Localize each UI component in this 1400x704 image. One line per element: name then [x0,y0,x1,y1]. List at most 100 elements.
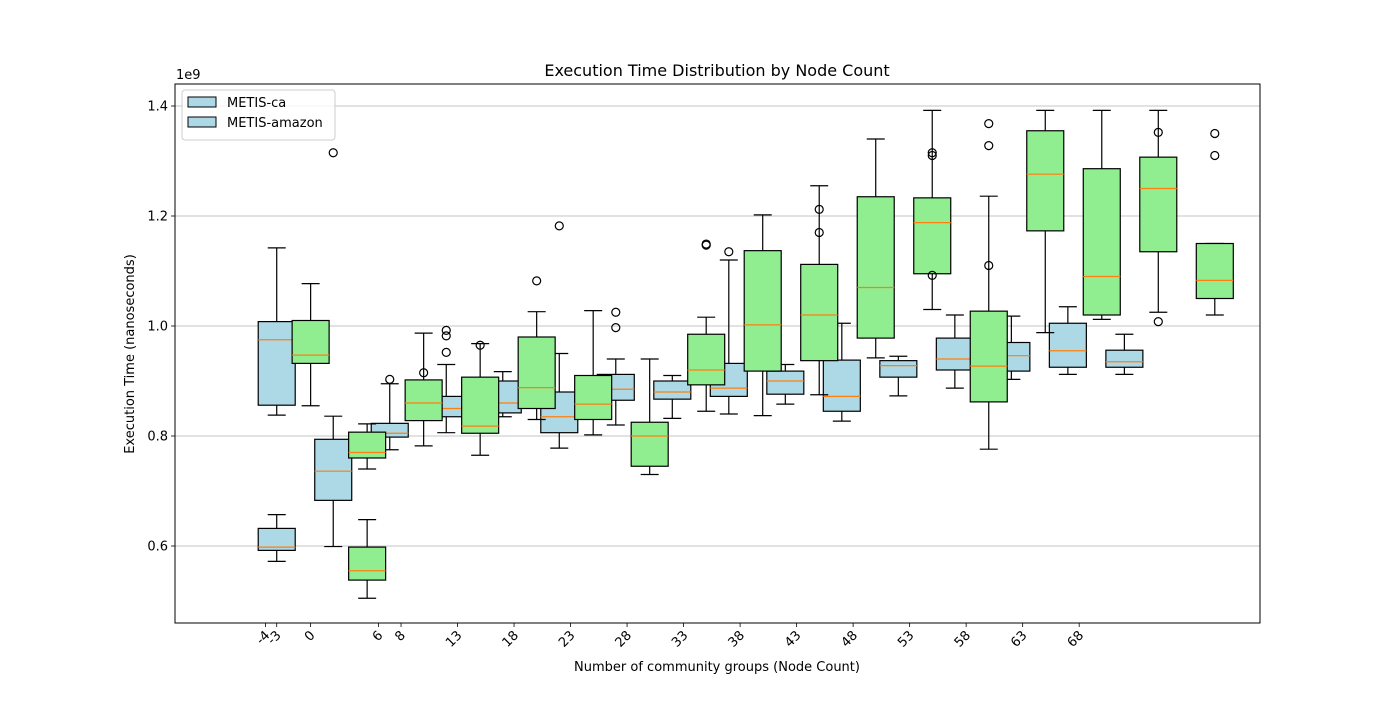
box-body [257,321,296,406]
x-tick-label: 13 [443,628,465,650]
outlier-point [927,270,937,280]
y-tick-label: 1.0 [147,320,168,335]
box-metis-ca [314,148,353,548]
x-tick-label: 38 [726,628,748,650]
box-metis-ca [653,374,692,419]
y-axis-offset-label: 1e9 [176,68,201,83]
box-metis-amazon [517,276,556,421]
legend-frame [181,89,336,141]
box-metis-ca [1105,333,1144,375]
box-metis-ca [540,221,579,449]
box-body [574,374,613,421]
legend-label: METIS-ca [227,96,286,111]
box-metis-amazon [1026,109,1065,334]
box-body [461,376,500,434]
box-body [879,360,918,378]
box-metis-amazon [913,109,952,311]
outlier-point [927,148,937,158]
outlier-point [814,204,824,214]
box-body [517,336,556,410]
box-metis-ca [879,355,918,397]
box-metis-amazon [630,358,669,476]
box-body [1048,322,1087,368]
outlier-point [385,374,395,384]
legend: METIS-ca METIS-amazon [181,89,336,141]
x-tick-label: 33 [669,628,691,650]
outlier-point [927,150,937,161]
box-body [257,527,296,552]
boxes [257,109,1234,599]
x-tick-label: 63 [1008,628,1030,650]
box-body [291,319,330,365]
outlier-point [475,340,485,350]
box-metis-ca [935,314,974,389]
plot-frame [174,83,1261,624]
outlier-point [611,323,621,333]
outlier-point [441,325,451,335]
box-body [348,431,387,459]
outlier-point [554,221,564,231]
outlier-point [532,276,542,286]
x-tick-label: 58 [952,628,974,650]
x-tick-label: 53 [895,628,917,650]
box-body [766,370,805,395]
outlier-point [724,247,734,257]
box-metis-amazon [687,239,726,412]
box-metis-ca [822,322,861,422]
box-metis-amazon [800,185,839,396]
box-body [822,359,861,412]
box-body [404,379,443,422]
box-metis-amazon [743,214,782,417]
box-body [1026,130,1065,232]
outlier-point [1153,127,1163,137]
ticks: 0.60.81.01.21.4-4-3 0 6 8 13 18 23 28 33 38 43 48 53… [147,100,1087,651]
box-body [800,263,839,362]
x-tick-label: 23 [556,628,578,650]
box-metis-amazon [1082,109,1121,320]
x-tick-label: 43 [782,628,804,650]
box-body [630,421,669,467]
outlier-point [611,307,621,317]
box-body [913,197,952,275]
legend-swatch [187,96,217,108]
outlier-point [1153,317,1163,327]
box-body [1195,242,1234,300]
chart-title: Execution Time Distribution by Node Coun… [544,61,889,80]
outlier-point [328,148,338,158]
x-tick-label: 0 [302,628,318,644]
outlier-point [984,141,994,151]
box-body [653,380,692,400]
box-metis-amazon [404,332,443,447]
legend-swatch [187,116,217,128]
outlier-point [441,347,451,357]
legend-label: METIS-amazon [227,116,323,131]
y-tick-label: 1.4 [147,100,168,115]
box-metis-ca [257,514,296,563]
outlier-point [1210,128,1220,139]
y-tick-label: 1.2 [147,210,168,225]
box-metis-ca [257,247,296,416]
x-tick-label: 18 [500,628,522,650]
box-metis-amazon [1139,109,1178,327]
box-body [969,310,1008,403]
box-metis-amazon [348,423,387,470]
outlier-point [814,227,824,238]
outlier-point [441,331,451,341]
x-tick-label: 8 [392,628,408,644]
outlier-point [1210,150,1220,161]
box-metis-amazon [291,283,330,407]
outlier-point [701,239,711,249]
box-metis-amazon [1195,128,1234,316]
box-body [935,337,974,371]
box-body [1139,156,1178,253]
box-body [743,250,782,372]
x-tick-label: 48 [839,628,861,650]
box-metis-ca [709,247,748,415]
box-metis-amazon [461,340,500,456]
box-body [687,333,726,386]
box-metis-amazon [574,310,613,436]
box-metis-amazon [856,138,895,359]
y-tick-label: 0.6 [147,540,168,555]
